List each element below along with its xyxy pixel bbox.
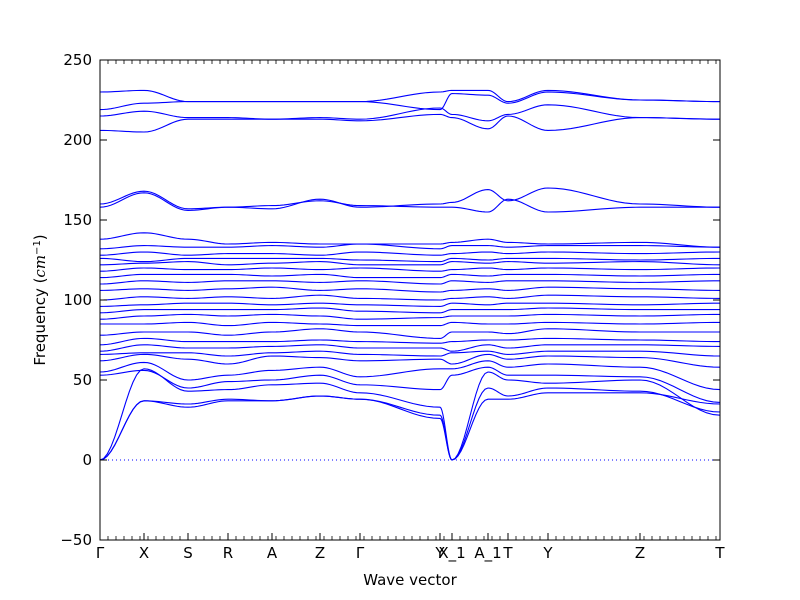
phonon-band-12 <box>99 313 721 320</box>
phonon-band-25 <box>99 187 721 211</box>
y-tick-label: 50 <box>73 371 92 389</box>
y-tick-label: 200 <box>63 131 92 149</box>
phonon-band-3 <box>99 368 721 461</box>
phonon-band-26 <box>99 190 720 213</box>
x-axis-label: Wave vector <box>363 571 457 589</box>
phonon-band-24 <box>99 232 721 248</box>
y-tick-label: −50 <box>60 531 92 549</box>
x-tick-label: X <box>139 544 149 562</box>
x-tick-label: A_1 <box>474 544 501 563</box>
x-tick-label: Γ <box>96 544 105 562</box>
phonon-band-19 <box>99 267 721 272</box>
phonon-band-15 <box>99 294 721 301</box>
x-tick-label: Y <box>434 544 445 562</box>
x-tick-label: Y <box>542 544 553 562</box>
y-axis-unit: cm <box>31 255 49 278</box>
phonon-band-20 <box>99 261 721 266</box>
phonon-band-28 <box>99 104 721 122</box>
phonon-band-6 <box>99 353 721 368</box>
phonon-band-22 <box>99 251 721 256</box>
axis-ticks <box>99 59 721 541</box>
y-tick-label: 100 <box>63 291 92 309</box>
y-tick-label: 250 <box>63 51 92 69</box>
phonon-band-16 <box>99 286 721 293</box>
phonon-band-17 <box>99 280 721 285</box>
plot-frame <box>99 59 721 541</box>
x-tick-label: Z <box>635 544 645 562</box>
phonon-band-27 <box>99 113 721 133</box>
phonon-band-1 <box>99 392 721 461</box>
x-tick-label: R <box>223 544 233 562</box>
y-tick-label: 150 <box>63 211 92 229</box>
x-tick-label: T <box>502 544 513 562</box>
x-tick-label: S <box>183 544 193 562</box>
phonon-band-21 <box>99 257 721 263</box>
phonon-band-9 <box>99 337 721 346</box>
phonon-band-7 <box>99 350 721 357</box>
phonon-band-8 <box>99 344 721 352</box>
phonon-band-13 <box>99 307 720 314</box>
x-tick-label: T <box>714 544 725 562</box>
phonon-band-23 <box>99 243 721 250</box>
y-axis-unit-exponent: −1 <box>32 240 43 255</box>
x-tick-label: Γ <box>356 544 365 562</box>
x-tick-label: A <box>267 544 278 562</box>
phonon-band-11 <box>100 321 721 327</box>
phonon-band-10 <box>99 328 720 339</box>
phonon-band-30 <box>99 89 721 103</box>
y-tick-label: 0 <box>82 451 92 469</box>
y-axis-label: Frequency (cm−1) <box>31 234 49 365</box>
phonon-band-4 <box>99 366 721 403</box>
phonon-band-2 <box>99 387 721 461</box>
phonon-band-5 <box>99 360 721 391</box>
x-tick-label: Z <box>315 544 325 562</box>
phonon-band-18 <box>99 273 721 279</box>
phonon-band-14 <box>99 302 721 307</box>
plot-area <box>99 89 721 461</box>
x-tick-label: X_1 <box>438 544 465 563</box>
